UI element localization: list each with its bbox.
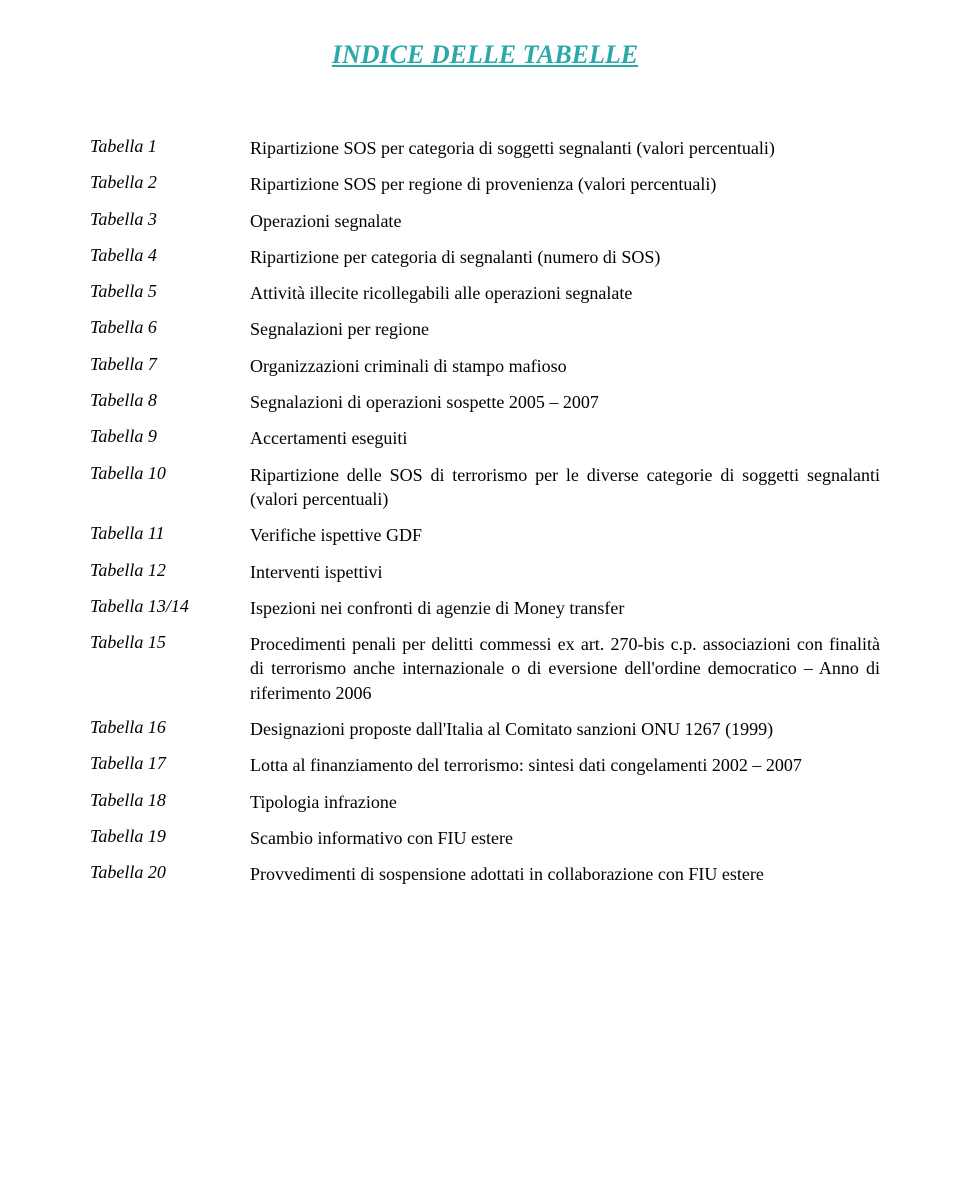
- row-label: Tabella 4: [90, 239, 250, 275]
- row-desc: Verifiche ispettive GDF: [250, 517, 880, 553]
- table-row: Tabella 6Segnalazioni per regione: [90, 311, 880, 347]
- row-label: Tabella 3: [90, 203, 250, 239]
- row-label: Tabella 16: [90, 711, 250, 747]
- row-desc: Scambio informativo con FIU estere: [250, 820, 880, 856]
- row-desc: Lotta al finanziamento del terrorismo: s…: [250, 747, 880, 783]
- table-index-list: Tabella 1Ripartizione SOS per categoria …: [90, 130, 880, 893]
- row-label: Tabella 2: [90, 166, 250, 202]
- row-label: Tabella 19: [90, 820, 250, 856]
- row-desc: Interventi ispettivi: [250, 554, 880, 590]
- table-row: Tabella 10Ripartizione delle SOS di terr…: [90, 457, 880, 518]
- page-title: INDICE DELLE TABELLE: [90, 40, 880, 70]
- row-label: Tabella 11: [90, 517, 250, 553]
- row-desc: Ripartizione SOS per regione di provenie…: [250, 166, 880, 202]
- row-label: Tabella 5: [90, 275, 250, 311]
- row-desc: Ripartizione delle SOS di terrorismo per…: [250, 457, 880, 518]
- row-desc: Ripartizione per categoria di segnalanti…: [250, 239, 880, 275]
- row-label: Tabella 13/14: [90, 590, 250, 626]
- row-desc: Procedimenti penali per delitti commessi…: [250, 626, 880, 711]
- row-label: Tabella 10: [90, 457, 250, 518]
- table-row: Tabella 19Scambio informativo con FIU es…: [90, 820, 880, 856]
- row-desc: Attività illecite ricollegabili alle ope…: [250, 275, 880, 311]
- table-row: Tabella 4Ripartizione per categoria di s…: [90, 239, 880, 275]
- row-desc: Designazioni proposte dall'Italia al Com…: [250, 711, 880, 747]
- table-row: Tabella 5Attività illecite ricollegabili…: [90, 275, 880, 311]
- row-desc: Segnalazioni per regione: [250, 311, 880, 347]
- row-label: Tabella 12: [90, 554, 250, 590]
- table-row: Tabella 15Procedimenti penali per delitt…: [90, 626, 880, 711]
- table-row: Tabella 13/14Ispezioni nei confronti di …: [90, 590, 880, 626]
- row-label: Tabella 8: [90, 384, 250, 420]
- row-label: Tabella 7: [90, 348, 250, 384]
- table-row: Tabella 17Lotta al finanziamento del ter…: [90, 747, 880, 783]
- table-row: Tabella 16Designazioni proposte dall'Ita…: [90, 711, 880, 747]
- row-desc: Accertamenti eseguiti: [250, 420, 880, 456]
- table-row: Tabella 3Operazioni segnalate: [90, 203, 880, 239]
- row-desc: Tipologia infrazione: [250, 784, 880, 820]
- row-desc: Segnalazioni di operazioni sospette 2005…: [250, 384, 880, 420]
- row-label: Tabella 18: [90, 784, 250, 820]
- row-desc: Ispezioni nei confronti di agenzie di Mo…: [250, 590, 880, 626]
- row-desc: Ripartizione SOS per categoria di sogget…: [250, 130, 880, 166]
- table-row: Tabella 1Ripartizione SOS per categoria …: [90, 130, 880, 166]
- row-desc: Organizzazioni criminali di stampo mafio…: [250, 348, 880, 384]
- row-desc: Operazioni segnalate: [250, 203, 880, 239]
- table-row: Tabella 11Verifiche ispettive GDF: [90, 517, 880, 553]
- row-label: Tabella 15: [90, 626, 250, 711]
- row-label: Tabella 1: [90, 130, 250, 166]
- row-label: Tabella 9: [90, 420, 250, 456]
- row-desc: Provvedimenti di sospensione adottati in…: [250, 856, 880, 892]
- table-row: Tabella 9Accertamenti eseguiti: [90, 420, 880, 456]
- table-row: Tabella 12Interventi ispettivi: [90, 554, 880, 590]
- table-row: Tabella 18Tipologia infrazione: [90, 784, 880, 820]
- table-row: Tabella 2Ripartizione SOS per regione di…: [90, 166, 880, 202]
- row-label: Tabella 20: [90, 856, 250, 892]
- table-row: Tabella 8Segnalazioni di operazioni sosp…: [90, 384, 880, 420]
- table-row: Tabella 7Organizzazioni criminali di sta…: [90, 348, 880, 384]
- row-label: Tabella 6: [90, 311, 250, 347]
- row-label: Tabella 17: [90, 747, 250, 783]
- table-row: Tabella 20Provvedimenti di sospensione a…: [90, 856, 880, 892]
